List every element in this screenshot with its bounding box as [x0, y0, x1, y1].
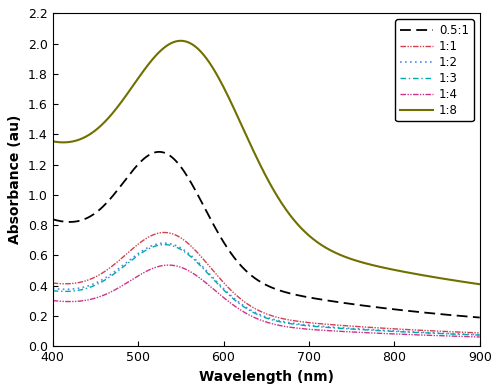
1:4	[386, 331, 392, 336]
1:4	[476, 335, 482, 339]
1:8	[246, 140, 252, 144]
0.5:1	[464, 314, 470, 319]
1:3	[162, 242, 168, 247]
1:2	[72, 287, 78, 291]
1:2	[161, 241, 167, 245]
1:4	[246, 313, 252, 318]
1:1	[72, 281, 78, 286]
1:4	[464, 334, 470, 339]
1:2	[464, 332, 470, 337]
Line: 1:2: 1:2	[53, 243, 480, 335]
0.5:1	[386, 307, 392, 311]
1:3	[258, 314, 264, 318]
1:1	[476, 330, 482, 335]
1:3	[386, 329, 392, 334]
1:8	[178, 38, 184, 43]
1:4	[166, 263, 172, 267]
Line: 1:1: 1:1	[53, 232, 480, 333]
1:1	[246, 303, 252, 308]
1:3	[464, 332, 470, 337]
1:1	[386, 326, 392, 331]
1:2	[258, 312, 264, 317]
1:3	[246, 308, 252, 312]
1:4	[72, 299, 78, 304]
0.5:1	[72, 220, 78, 224]
Y-axis label: Absorbance (au): Absorbance (au)	[8, 115, 22, 245]
1:4	[50, 298, 56, 303]
1:8	[258, 163, 264, 168]
1:3	[50, 289, 56, 293]
1:1	[161, 230, 167, 235]
Legend: 0.5:1, 1:1, 1:2, 1:3, 1:4, 1:8: 0.5:1, 1:1, 1:2, 1:3, 1:4, 1:8	[396, 19, 474, 122]
1:8	[50, 139, 56, 144]
1:1	[464, 330, 470, 335]
1:8	[464, 280, 470, 285]
1:1	[50, 281, 56, 285]
1:2	[464, 332, 470, 337]
1:3	[476, 333, 482, 338]
0.5:1	[50, 217, 56, 221]
1:8	[464, 280, 470, 285]
0.5:1	[464, 314, 470, 319]
1:4	[464, 334, 470, 339]
1:3	[72, 289, 78, 293]
1:8	[386, 267, 392, 271]
1:2	[386, 328, 392, 333]
1:3	[464, 332, 470, 337]
Line: 1:8: 1:8	[53, 41, 480, 284]
1:1	[258, 309, 264, 314]
1:2	[246, 307, 252, 312]
0.5:1	[156, 149, 162, 154]
1:2	[476, 332, 482, 337]
1:4	[258, 318, 264, 323]
1:2	[50, 286, 56, 291]
0.5:1	[258, 279, 264, 284]
0.5:1	[246, 271, 252, 276]
1:1	[464, 330, 470, 335]
1:8	[72, 139, 78, 143]
1:8	[476, 282, 482, 287]
Line: 1:3: 1:3	[53, 245, 480, 335]
Line: 1:4: 1:4	[53, 265, 480, 337]
0.5:1	[476, 315, 482, 320]
Line: 0.5:1: 0.5:1	[53, 152, 480, 318]
X-axis label: Wavelength (nm): Wavelength (nm)	[198, 370, 334, 384]
